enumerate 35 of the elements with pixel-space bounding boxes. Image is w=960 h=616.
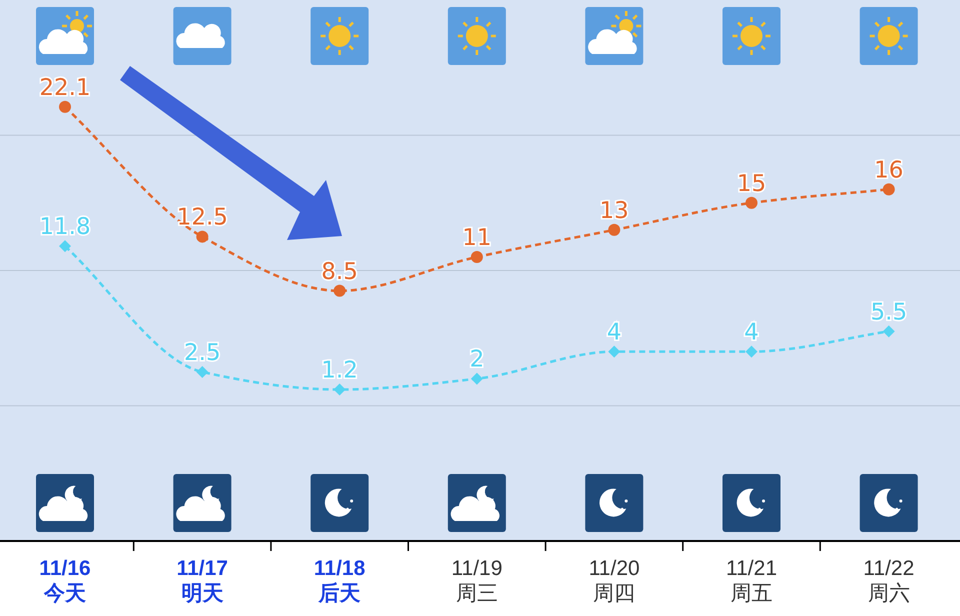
data-label: 8.5: [321, 258, 358, 285]
data-label: 11: [462, 224, 492, 251]
data-label: 2.5: [184, 340, 221, 366]
point: [608, 224, 620, 236]
point: [470, 372, 483, 385]
x-tick-label: 11/16 今天: [39, 557, 91, 605]
x-tick-label: 11/21 周五: [726, 557, 777, 605]
data-label: 5.5: [870, 299, 908, 326]
point: [334, 284, 346, 297]
x-tick-label: 11/20 周四: [588, 557, 640, 605]
point: [882, 325, 895, 338]
x-tick-label: 11/19 周三: [451, 557, 502, 605]
point: [882, 183, 895, 196]
x-tick-label: 11/17 明天: [176, 557, 228, 605]
point: [334, 384, 346, 396]
x-tick-label: 11/22 周六: [863, 557, 914, 605]
data-label: 13: [600, 198, 629, 224]
data-label: 22.1: [39, 74, 91, 101]
point: [746, 346, 758, 358]
data-label: 11.8: [39, 214, 91, 240]
point: [608, 346, 620, 358]
data-label: 16: [874, 157, 904, 184]
data-label: 2: [470, 346, 484, 373]
data-label: 4: [744, 320, 759, 346]
point: [196, 366, 208, 378]
data-label: 4: [606, 320, 622, 346]
point: [196, 230, 208, 243]
point: [59, 240, 71, 252]
point: [470, 250, 483, 263]
x-tick-label: 11/18 后天: [314, 557, 366, 605]
data-label: 15: [736, 170, 766, 197]
data-label: 1.2: [321, 358, 358, 384]
point: [59, 100, 71, 113]
point: [746, 196, 758, 209]
data-label: 12.5: [176, 204, 228, 231]
